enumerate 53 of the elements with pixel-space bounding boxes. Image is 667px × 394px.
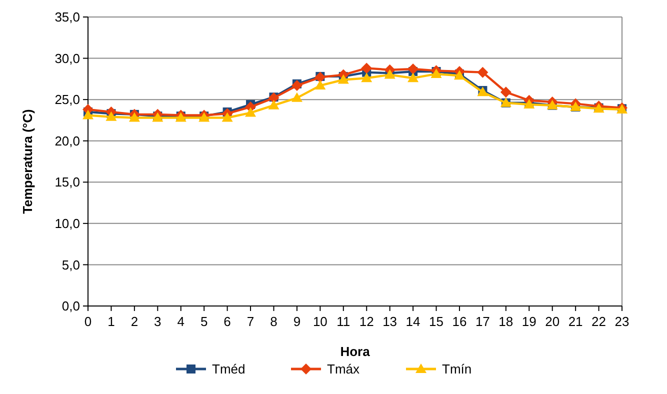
y-tick-label: 15,0 [54,174,80,190]
x-tick-label: 2 [130,314,138,329]
x-tick-label: 19 [522,314,536,329]
x-tick-label: 12 [359,314,374,329]
point [361,72,372,82]
x-tick-label: 22 [592,314,606,329]
point [106,111,117,121]
y-tick-label: 5,0 [62,257,80,272]
point [408,72,419,82]
x-tick-label: 23 [614,314,630,329]
point [338,74,349,84]
y-axis-title: Temperatura (°C) [20,109,35,214]
y-tick-label: 0,0 [62,298,80,314]
point [500,86,512,98]
point [291,80,302,92]
x-tick-label: 18 [498,314,514,329]
legend-label: Tmáx [327,362,360,377]
x-tick-label: 20 [545,314,560,329]
x-tick-label: 14 [406,314,420,329]
x-tick-label: 17 [475,314,490,329]
point [477,66,488,78]
y-tick-label: 20,0 [54,133,80,148]
x-tick-label: 15 [429,314,444,329]
point [314,80,326,90]
x-tick-label: 9 [293,314,301,329]
x-tick-label: 5 [200,314,208,329]
x-tick-label: 6 [224,314,231,329]
y-tick-label: 10,0 [54,216,80,231]
x-tick-label: 4 [177,314,184,329]
x-tick-label: 0 [84,314,92,329]
x-tick-label: 13 [382,314,398,329]
point [361,62,372,74]
point [128,112,140,122]
point [268,100,280,110]
point [82,110,94,120]
x-tick-label: 10 [312,314,328,329]
x-tick-label: 8 [270,314,278,329]
y-tick-label: 25,0 [54,92,80,108]
point [245,107,256,117]
y-tick-label: 30,0 [54,50,80,66]
x-tick-label: 16 [452,314,467,329]
point [222,112,233,122]
x-tick-label: 11 [336,314,350,329]
point [291,92,302,102]
x-tick-label: 3 [154,314,162,329]
legend-label: Tméd [212,362,246,377]
x-tick-label: 7 [246,314,254,329]
x-tick-label: 21 [568,314,583,329]
y-tick-label: 35,0 [54,10,80,25]
legend-label: Tmín [442,362,472,377]
x-tick-label: 1 [108,314,115,329]
x-axis-title: Hora [340,344,371,359]
point [408,64,419,75]
